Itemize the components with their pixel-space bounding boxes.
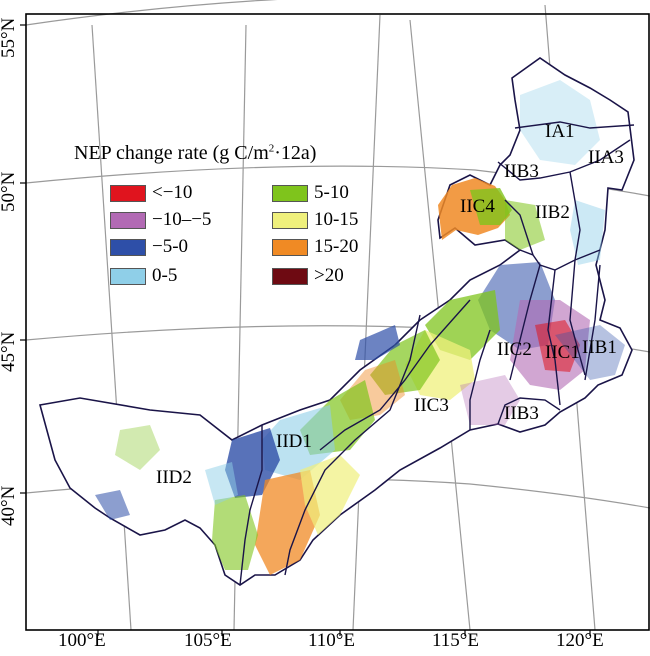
lat-label-45: 45°N [0,331,19,372]
legend-swatch [272,211,308,229]
lon-label-120: 120°E [556,630,604,651]
region-label-iic4: IIC4 [460,196,495,217]
legend-item-minus10-minus5: −10–−5 [110,209,211,231]
region-label-iic3: IIC3 [414,395,449,416]
region-label-iib1: IIB1 [582,337,617,358]
legend-swatch [272,238,308,256]
region-label-iia3: IIA3 [588,147,624,168]
lon-label-105: 105°E [184,630,232,651]
legend-swatch [110,184,146,202]
lon-label-110: 110°E [308,630,355,651]
legend-item-15-20: 15-20 [272,236,358,258]
legend-swatch [272,184,308,202]
region-label-ia1: IA1 [545,121,575,142]
region-boundaries [239,121,635,586]
region-label-iib3-south: IIB3 [504,403,539,424]
lon-label-100: 100°E [58,630,106,651]
map-frame [25,13,650,631]
legend-swatch [272,267,308,285]
legend-swatch [110,267,146,285]
lat-label-50: 50°N [0,171,19,212]
lat-label-55: 55°N [0,17,19,58]
region-label-iid2: IID2 [156,467,192,488]
legend-item-0-5: 0-5 [110,265,177,287]
nep-change-patches [95,80,625,575]
legend-item-gt20: >20 [272,265,344,287]
legend-title: NEP change rate (g C/m2·12a) [74,142,317,164]
legend-item-5-10: 5-10 [272,182,349,204]
lon-label-115: 115°E [432,630,479,651]
legend-item-minus5-0: −5-0 [110,236,188,258]
region-label-iic2: IIC2 [497,339,532,360]
region-label-iib2: IIB2 [535,202,570,223]
region-label-iib3-north: IIB3 [504,161,539,182]
region-label-iic1: IIC1 [545,342,580,363]
legend-swatch [110,238,146,256]
legend-item-10-15: 10-15 [272,209,358,231]
axis-ticks [20,24,591,636]
lat-label-40: 40°N [0,485,19,526]
region-label-iid1: IID1 [276,431,312,452]
legend-swatch [110,211,146,229]
legend-item-lt-minus10: <−10 [110,182,192,204]
